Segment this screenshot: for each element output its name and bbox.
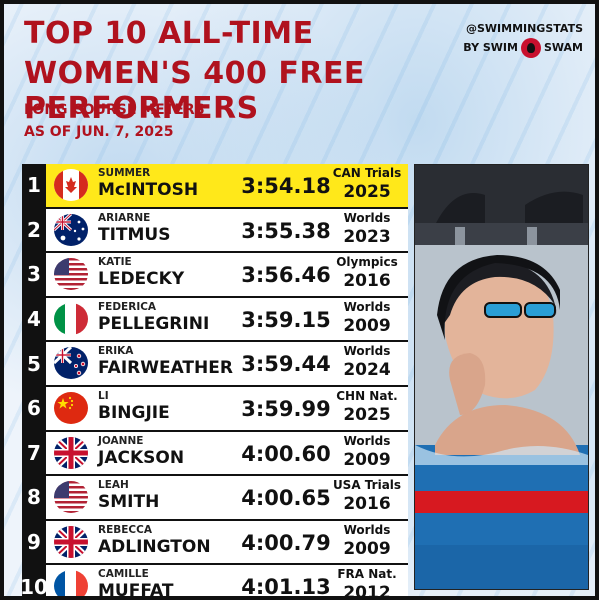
- last-name: McINTOSH: [98, 180, 199, 200]
- meet-year: 2025: [343, 404, 391, 425]
- first-name: JOANNE: [98, 434, 144, 447]
- uk-flag-icon: [54, 525, 88, 558]
- swimmer-photo: [414, 164, 589, 590]
- brand-by-label: BY SWIM: [463, 41, 518, 54]
- last-name: PELLEGRINI: [98, 313, 210, 334]
- brand-credit: @SWIMMINGSTATS BY SWIM SWAM: [463, 20, 583, 58]
- swim-time: 4:01.13: [241, 575, 331, 600]
- meet-name: CAN Trials: [332, 166, 402, 180]
- first-name: ERIKA: [98, 345, 134, 358]
- first-name: LI: [98, 389, 109, 402]
- first-name: KATIE: [98, 256, 132, 269]
- title-line-1: TOP 10 ALL-TIME: [24, 16, 314, 51]
- performer-row: 5 ERIKA FAIRWEATHER 3:59.44 Worlds 2024: [22, 342, 408, 387]
- australia-flag-icon: [54, 213, 88, 246]
- swimmer-photo-illustration: [415, 165, 588, 589]
- uk-flag-icon: [54, 436, 88, 469]
- swim-time: 3:59.15: [241, 307, 331, 332]
- italy-flag-icon: [54, 302, 88, 335]
- meet-name: CHN Nat.: [336, 388, 398, 403]
- last-name: BINGJIE: [98, 402, 170, 423]
- title-line-2: WOMEN'S 400 FREE PERFORMERS: [24, 56, 365, 126]
- new-zealand-flag-icon: [54, 347, 88, 380]
- rank-badge: 4: [22, 297, 46, 341]
- meet-year: 2025: [343, 182, 391, 202]
- first-name: SUMMER: [98, 167, 151, 179]
- social-handle: @SWIMMINGSTATS: [465, 22, 583, 35]
- rank-badge: 9: [22, 520, 46, 564]
- meet-name: Worlds: [343, 433, 391, 448]
- meet-year: 2012: [343, 583, 391, 600]
- brand-swam-label: SWAM: [543, 41, 583, 54]
- last-name: TITMUS: [98, 224, 171, 245]
- first-name: LEAH: [98, 479, 129, 492]
- meet-name: Worlds: [343, 210, 391, 225]
- rank-badge: 8: [22, 476, 46, 519]
- first-name: REBECCA: [98, 523, 152, 536]
- first-name: CAMILLE: [98, 568, 149, 581]
- last-name: MUFFAT: [98, 581, 174, 600]
- meet-name: USA Trials: [332, 478, 402, 493]
- performer-row: 4 FEDERICA PELLEGRINI 3:59.15 Worlds 2009: [22, 297, 408, 343]
- meet-year: 2016: [343, 271, 391, 292]
- china-flag-icon: [54, 391, 88, 424]
- rank-badge: 7: [22, 431, 46, 475]
- meet-year: 2016: [343, 494, 391, 515]
- last-name: FAIRWEATHER: [98, 358, 233, 379]
- rank-badge: 10: [20, 565, 48, 596]
- swim-time: 4:00.65: [241, 486, 331, 511]
- meet-name: FRA Nat.: [337, 567, 397, 582]
- canada-flag-icon: [54, 169, 88, 201]
- rank-badge: 6: [22, 386, 46, 430]
- performer-row: 10 CAMILLE MUFFAT 4:01.13 FRA Nat. 2012: [20, 565, 408, 600]
- swim-time: 4:00.60: [241, 441, 331, 466]
- swim-time: 3:56.46: [241, 263, 331, 288]
- performer-row: 6 LI BINGJIE 3:59.99 CHN Nat. 2025: [22, 386, 408, 432]
- rank-badge: 3: [22, 253, 46, 296]
- last-name: LEDECKY: [98, 269, 185, 290]
- brand-logo: BY SWIM SWAM: [463, 38, 583, 58]
- last-name: SMITH: [98, 492, 160, 513]
- first-name: FEDERICA: [98, 300, 157, 313]
- performer-row: 2 ARIARNE TITMUS 3:55.38 Worlds 2023: [22, 208, 408, 254]
- performer-row: 8 LEAH SMITH 4:00.65 USA Trials 2016: [22, 476, 408, 521]
- swim-time: 4:00.79: [241, 530, 331, 555]
- rank-badge: 2: [22, 208, 46, 252]
- meet-name: Worlds: [343, 522, 391, 537]
- last-name: JACKSON: [98, 447, 185, 468]
- subtitle-course: LONG COURSE METERS: [24, 102, 205, 118]
- performer-row: 7 JOANNE JACKSON 4:00.60 Worlds 2009: [22, 431, 408, 477]
- last-name: ADLINGTON: [98, 536, 211, 557]
- usa-flag-icon: [54, 481, 88, 514]
- performers-table: 1 SUMMER McINTOSH 3:54.18 CAN Trials 2025 2 ARI…: [20, 164, 408, 600]
- subtitle-date: AS OF JUN. 7, 2025: [24, 124, 174, 140]
- rank-badge: 5: [22, 342, 46, 385]
- performer-row: 3 KATIE LEDECKY 3:56.46 Olympics 2016: [22, 253, 408, 298]
- swim-time: 3:55.38: [241, 218, 331, 243]
- meet-name: Worlds: [343, 299, 391, 314]
- first-name: ARIARNE: [98, 211, 151, 224]
- swim-time: 3:59.99: [241, 396, 331, 421]
- swimswam-logo-icon: [520, 38, 541, 58]
- rank-badge: 1: [22, 164, 46, 207]
- performer-row: 1 SUMMER McINTOSH 3:54.18 CAN Trials 2025: [22, 164, 408, 209]
- meet-year: 2009: [343, 449, 391, 470]
- swim-time: 3:54.18: [241, 174, 331, 198]
- swim-time: 3:59.44: [241, 352, 331, 377]
- meet-year: 2024: [343, 360, 391, 381]
- performer-row: 9 REBECCA ADLINGTON 4:00.79 Worlds 2009: [22, 520, 408, 566]
- meet-name: Olympics: [336, 255, 398, 270]
- meet-year: 2009: [343, 538, 391, 559]
- france-flag-icon: [54, 570, 88, 596]
- meet-year: 2009: [343, 315, 391, 336]
- meet-name: Worlds: [343, 344, 391, 359]
- usa-flag-icon: [54, 258, 88, 291]
- meet-year: 2023: [343, 226, 391, 247]
